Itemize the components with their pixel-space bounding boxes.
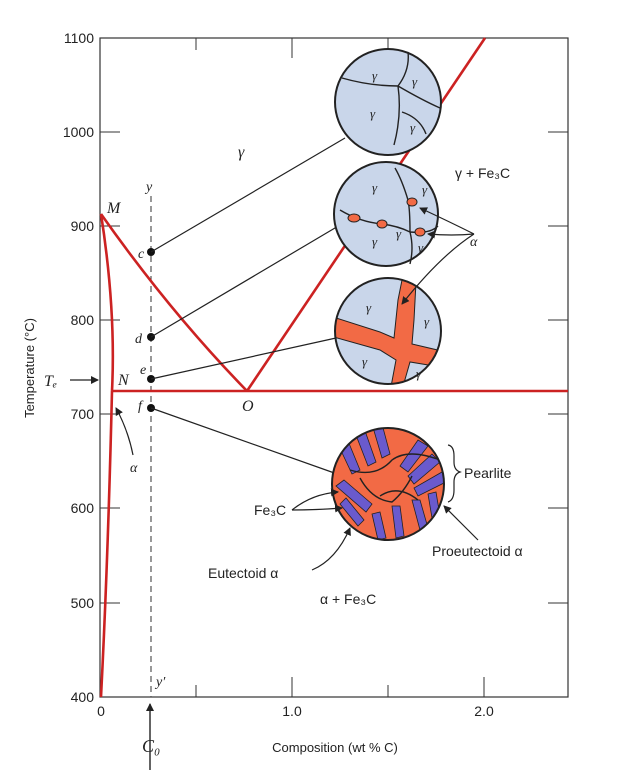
- x-tick-2: 2.0: [474, 703, 494, 719]
- label-y-top: y: [144, 180, 153, 195]
- grain-label: γ: [422, 182, 428, 197]
- grain-label: γ: [418, 240, 424, 255]
- microstructure-gamma-alpha-nuclei: γ γ γ γ γ: [333, 161, 439, 267]
- x-tick-1: 1.0: [282, 703, 302, 719]
- y-tick-900: 900: [71, 218, 95, 234]
- y-tick-1000: 1000: [63, 124, 94, 140]
- grain-label: γ: [396, 226, 402, 241]
- label-gamma-field: γ: [238, 144, 245, 161]
- alpha-gamma-line: [99, 213, 115, 392]
- label-M: M: [106, 200, 122, 217]
- label-e: e: [140, 363, 146, 378]
- label-alpha-fe3c: α + Fe₃C: [320, 591, 376, 607]
- grain-label: γ: [424, 314, 430, 329]
- x-ticks: [195, 38, 485, 697]
- label-C0: C₀: [142, 736, 160, 756]
- label-c: c: [138, 247, 145, 262]
- y-tick-400: 400: [71, 689, 95, 705]
- y-axis-title: Temperature (°C): [22, 318, 37, 418]
- label-O: O: [242, 398, 254, 415]
- label-fe3c: Fe₃C: [254, 502, 286, 518]
- label-f: f: [138, 399, 144, 414]
- microstructure-gamma: γ γ γ γ: [334, 48, 442, 156]
- microstructure-pearlite: [331, 427, 445, 541]
- x-axis-title: Composition (wt % C): [272, 740, 398, 755]
- plot-frame: [99, 37, 569, 698]
- y-tick-800: 800: [71, 312, 95, 328]
- grain-label: γ: [372, 180, 378, 195]
- label-eutectoid-alpha: Eutectoid α: [208, 565, 278, 581]
- a3-line: [99, 213, 248, 392]
- label-pearlite: Pearlite: [464, 465, 512, 481]
- y-tick-1100: 1100: [64, 30, 94, 46]
- y-tick-500: 500: [71, 595, 95, 611]
- y-tick-700: 700: [71, 406, 95, 422]
- leader-lines: [150, 137, 346, 476]
- grain-label: γ: [416, 366, 422, 381]
- annotation-arrows: [70, 207, 479, 770]
- grain-label: γ: [410, 120, 416, 135]
- grain-label: γ: [370, 106, 376, 121]
- microstructure-grain-boundary-alpha: γ γ γ γ: [334, 277, 442, 385]
- alpha-solvus-line: [99, 390, 114, 698]
- grain-label: γ: [372, 234, 378, 249]
- label-y-bottom: y′: [154, 675, 166, 690]
- label-d: d: [135, 332, 143, 347]
- label-Te: Tₑ: [44, 373, 57, 390]
- grain-label: γ: [412, 74, 418, 89]
- y-tick-600: 600: [71, 500, 95, 516]
- label-gamma-fe3c: γ + Fe₃C: [455, 165, 510, 181]
- label-N: N: [117, 372, 130, 389]
- label-alpha-field: α: [130, 461, 138, 476]
- grain-label: γ: [362, 354, 368, 369]
- x-tick-0: 0: [97, 703, 105, 719]
- label-alpha-nuclei: α: [470, 235, 478, 250]
- label-proeutectoid-alpha: Proeutectoid α: [432, 543, 523, 559]
- grain-label: γ: [366, 300, 372, 315]
- grain-label: γ: [372, 68, 378, 83]
